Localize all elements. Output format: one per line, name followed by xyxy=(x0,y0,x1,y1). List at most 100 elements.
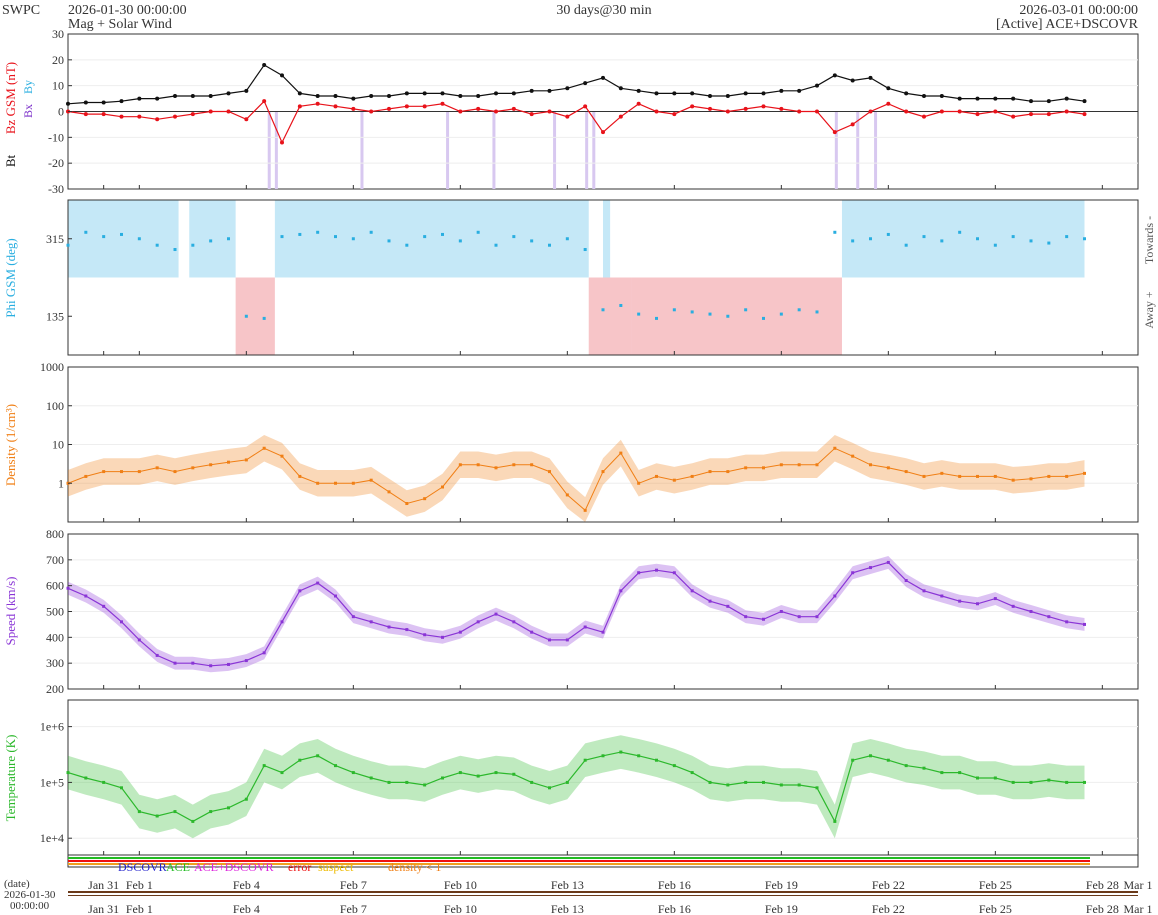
density-point xyxy=(886,466,890,470)
bz-point xyxy=(868,109,873,114)
density-point xyxy=(922,474,926,478)
temperature-point xyxy=(280,771,284,775)
speed-point xyxy=(120,620,123,624)
x-tick-label: Feb 19 xyxy=(765,902,798,915)
bx-negative-event xyxy=(360,111,364,189)
density-point xyxy=(405,502,409,506)
bz-point xyxy=(743,106,748,111)
bt-point xyxy=(422,91,427,96)
temperature-point xyxy=(530,780,534,784)
phi-point xyxy=(655,316,658,320)
density-point xyxy=(1011,478,1015,482)
density-point xyxy=(1047,474,1051,478)
flag-line-error xyxy=(68,860,1090,862)
temperature-point xyxy=(904,764,908,768)
speed-point xyxy=(601,630,605,634)
density-point xyxy=(423,497,427,501)
temperature-series-line xyxy=(67,751,1085,823)
temperature-point xyxy=(191,819,195,823)
temperature-point xyxy=(815,786,819,790)
bt-point xyxy=(119,99,124,104)
bt-point xyxy=(618,86,623,91)
density-point xyxy=(619,451,623,455)
speed-point xyxy=(869,566,872,570)
bz-point xyxy=(957,109,962,114)
speed-point xyxy=(423,633,427,637)
density-point xyxy=(209,463,213,467)
bt-point xyxy=(1082,99,1087,104)
bz-point xyxy=(387,106,391,111)
temperature-point xyxy=(227,806,230,810)
speed-point xyxy=(137,638,141,642)
timeline-bar-bottom xyxy=(68,895,1138,896)
bz-point xyxy=(1029,112,1033,117)
phi-point xyxy=(851,239,855,243)
bt-point xyxy=(779,88,784,93)
speed-point xyxy=(708,599,712,603)
bz-point xyxy=(529,112,534,117)
end-datetime: 2026-03-01 00:00:00 xyxy=(1019,3,1138,18)
bz-point xyxy=(636,101,641,106)
bt-point xyxy=(547,88,552,93)
bt-point xyxy=(993,96,998,101)
bt-point xyxy=(690,91,695,96)
bt-point xyxy=(226,91,231,96)
density-point xyxy=(298,474,302,478)
phi-point xyxy=(405,243,409,247)
x-tick-label: Feb 10 xyxy=(444,902,477,915)
speed-point xyxy=(476,620,480,624)
speed-point xyxy=(779,610,783,613)
temperature-point xyxy=(762,780,765,784)
phi-point xyxy=(583,248,587,252)
temperature-point xyxy=(84,776,88,780)
bt-point xyxy=(458,94,463,98)
bz-point xyxy=(725,109,730,114)
temperature-point xyxy=(405,780,409,784)
x-tick-label: Mar 1 xyxy=(1124,902,1153,915)
speed-point xyxy=(458,630,462,634)
density-point xyxy=(869,463,872,467)
legend-dscovr: DSCOVR xyxy=(118,860,167,874)
bz-point xyxy=(404,104,409,109)
bt-series-line xyxy=(67,64,1085,105)
bt-point xyxy=(939,94,944,98)
mag-y-tick-label: -30 xyxy=(48,182,64,196)
towards-label: Towards - xyxy=(1142,216,1156,264)
speed-point xyxy=(851,571,855,575)
x-tick-label: Feb 7 xyxy=(340,902,367,915)
speed-point xyxy=(797,615,801,619)
speed-point xyxy=(1047,615,1051,619)
phi-point xyxy=(191,243,195,247)
bz-point xyxy=(101,112,106,117)
temperature-point xyxy=(244,797,248,801)
speed-point xyxy=(155,653,159,657)
speed-point xyxy=(244,659,248,663)
temperature-point xyxy=(976,776,979,780)
speed-axis-label: Speed (km/s) xyxy=(3,577,18,646)
phi-point xyxy=(726,314,730,318)
speed-point xyxy=(209,664,213,668)
date-caption: (date) xyxy=(4,878,30,890)
x-tick-label: Feb 10 xyxy=(444,878,477,892)
bt-point xyxy=(743,91,748,96)
temperature-point xyxy=(1083,780,1086,784)
phi-panel-frame xyxy=(67,199,1139,356)
bz-point xyxy=(708,106,712,111)
bz-point xyxy=(280,140,284,145)
phi-point xyxy=(369,230,373,234)
x-tick-label: Feb 22 xyxy=(872,902,905,915)
phi-point xyxy=(244,314,248,318)
x-tick-label: Feb 13 xyxy=(551,902,584,915)
speed-point xyxy=(191,661,195,665)
legend-ace-dscovr: ACE+DSCOVR xyxy=(194,860,273,874)
phi-point xyxy=(833,230,837,234)
speed-point xyxy=(334,594,337,598)
phi-point xyxy=(762,316,765,320)
temperature-point xyxy=(726,783,730,787)
bt-point xyxy=(832,73,837,78)
temperature-point xyxy=(1029,780,1033,784)
density-point xyxy=(976,474,979,478)
data-subtitle: Mag + Solar Wind xyxy=(68,17,172,32)
bt-point xyxy=(387,94,391,98)
